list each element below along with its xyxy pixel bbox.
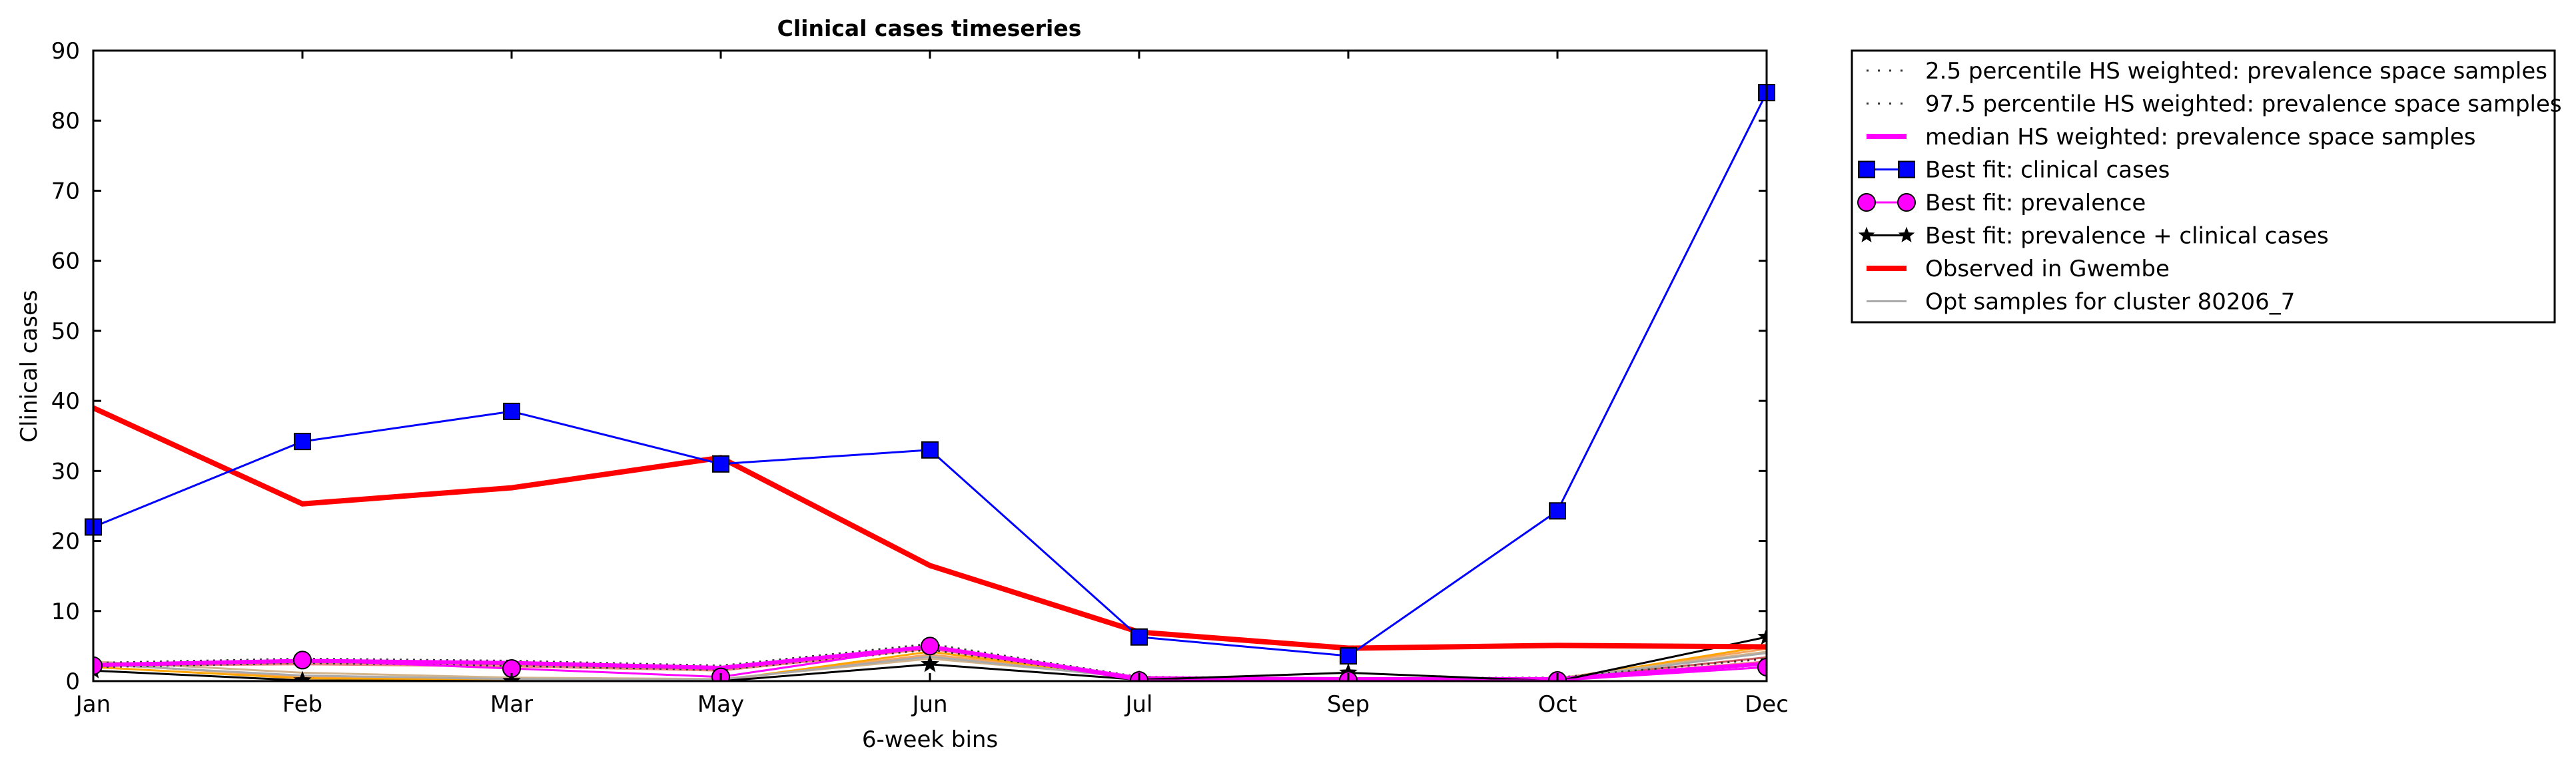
best-fit-clinical-point [1340, 647, 1357, 665]
x-axis-label: 6-week bins [862, 726, 998, 753]
legend-entry-label: Observed in Gwembe [1925, 256, 2170, 282]
x-tick-label: Oct [1538, 691, 1577, 718]
legend-entry-label: median HS weighted: prevalence space sam… [1925, 124, 2476, 150]
legend-box [1851, 49, 2556, 324]
x-tick-label: May [697, 691, 744, 718]
chart-title: Clinical cases timeseries [777, 15, 1082, 41]
axis-ticks: 0 10 20 30 40 50 60 70 80 90 Jan Feb Mar May Jun Jul Sep… [51, 38, 1789, 718]
best-fit-clinical-point [712, 455, 729, 473]
legend-entry-label: Best fit: prevalence [1925, 190, 2146, 216]
legend-entry-label: 97.5 percentile HS weighted: prevalence … [1925, 91, 2562, 118]
observed-line [93, 405, 1767, 651]
best-fit-prevalence-point [293, 650, 312, 670]
legend-square-icon [1898, 160, 1915, 178]
legend-square-icon [1858, 160, 1875, 178]
best-fit-clinical-point [921, 441, 939, 459]
legend-entry-label: 2.5 percentile HS weighted: prevalence s… [1925, 58, 2547, 85]
y-tick-label: 30 [51, 458, 80, 485]
y-tick-label: 90 [51, 38, 80, 65]
legend-entry-label: Best fit: prevalence + clinical cases [1925, 223, 2329, 250]
x-tick-label: Mar [490, 691, 533, 718]
legend-star-icon [1858, 226, 1875, 242]
y-tick-label: 80 [51, 108, 80, 134]
x-tick-label: Sep [1327, 691, 1370, 718]
best-fit-clinical-point [1130, 628, 1148, 646]
y-axis-label: Clinical cases [16, 290, 43, 442]
x-tick-label: Feb [282, 691, 322, 718]
legend-entry-label: Opt samples for cluster 80206_7 [1925, 289, 2295, 316]
best-fit-clinical-point [1549, 502, 1566, 520]
best-fit-prevalence-point [921, 637, 939, 656]
y-tick-label: 10 [51, 599, 80, 625]
y-tick-label: 70 [51, 178, 80, 204]
legend: 2.5 percentile HS weighted: prevalence s… [1851, 49, 2562, 324]
y-tick-label: 40 [51, 388, 80, 415]
y-tick-label: 60 [51, 248, 80, 275]
y-tick-label: 0 [65, 668, 80, 695]
legend-star-icon [1898, 226, 1915, 242]
legend-circle-icon [1897, 193, 1916, 212]
x-tick-label: Jan [75, 691, 111, 718]
legend-circle-icon [1857, 193, 1876, 212]
y-tick-label: 20 [51, 529, 80, 555]
best-fit-prevalence-point [93, 656, 103, 675]
best-fit-clinical-point [503, 402, 520, 420]
legend-entry-label: Best fit: clinical cases [1925, 157, 2170, 184]
best-fit-clinical-point [294, 433, 311, 451]
x-tick-label: Jul [1124, 691, 1152, 718]
x-tick-label: Dec [1745, 691, 1789, 718]
x-tick-label: Jun [911, 691, 947, 718]
best-fit-combined-point [1757, 627, 1767, 645]
best-fit-combined-point [921, 654, 939, 672]
best-fit-prevalence-point [1757, 657, 1767, 676]
y-tick-label: 50 [51, 318, 80, 345]
